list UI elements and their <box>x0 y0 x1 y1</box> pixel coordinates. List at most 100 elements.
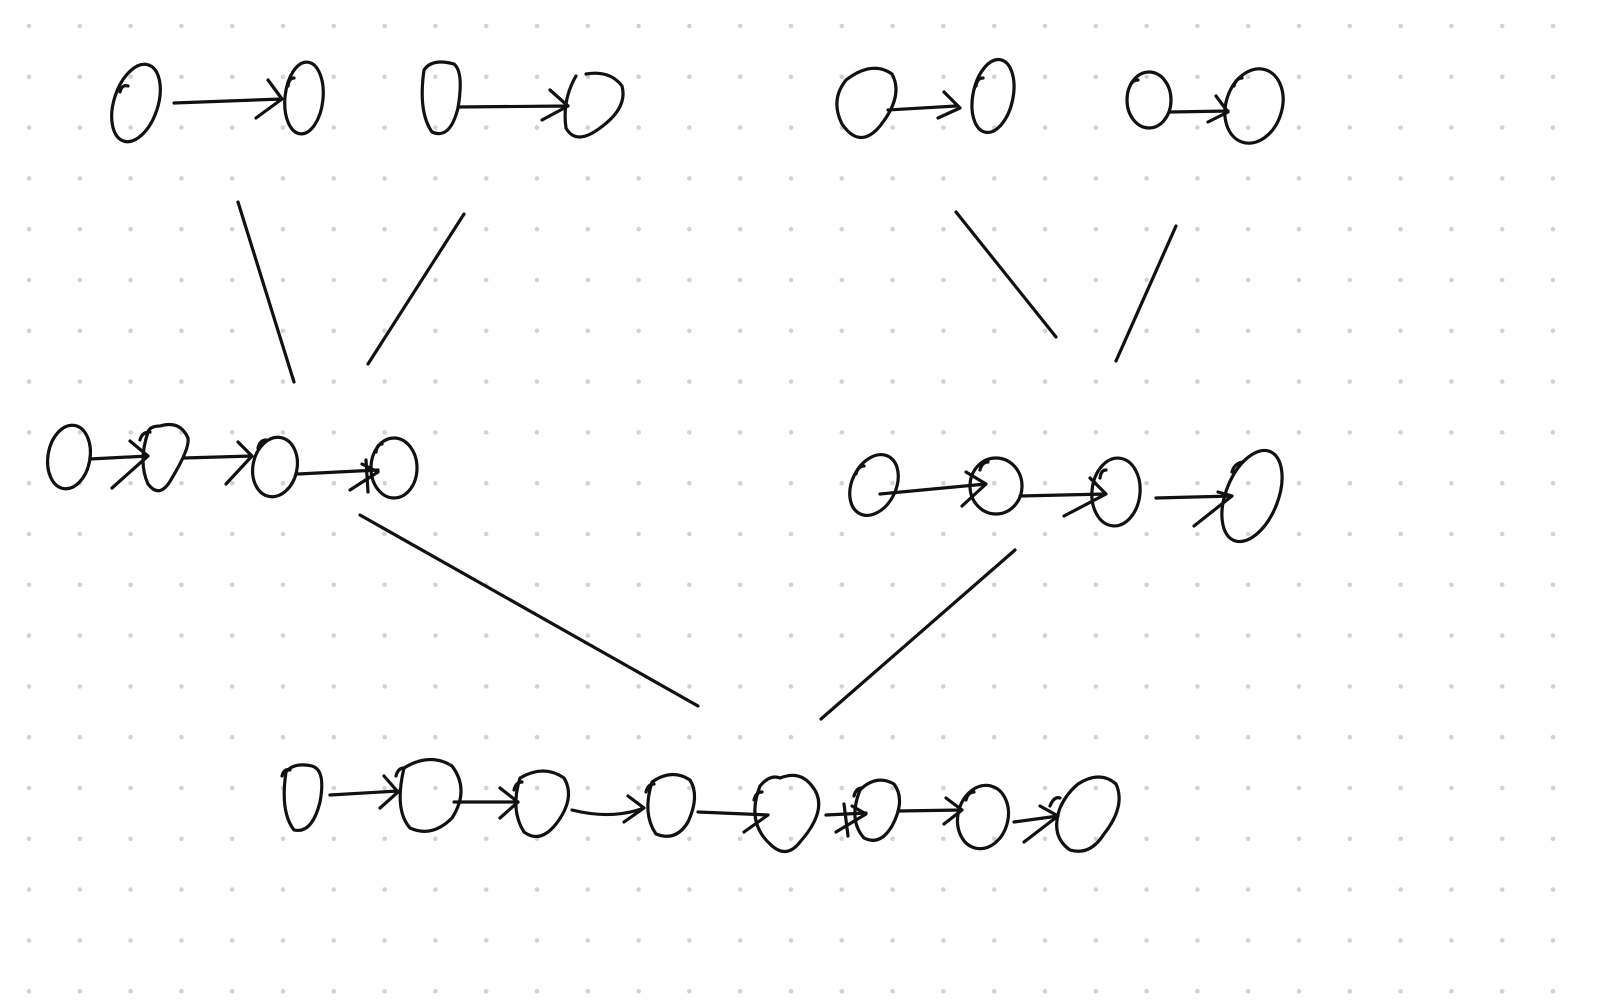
grid-dot <box>1347 633 1353 638</box>
grid-dot <box>788 277 794 283</box>
grid-dot <box>179 125 184 130</box>
grid-dot <box>585 836 591 842</box>
grid-dot <box>229 785 235 791</box>
grid-dot <box>331 582 337 588</box>
grid-dot <box>1449 277 1454 283</box>
grid-dot <box>229 836 235 842</box>
grid-dot <box>534 226 540 232</box>
grid-dot <box>1499 226 1505 232</box>
list-arrow <box>1168 94 1230 124</box>
grid-dot <box>991 277 997 283</box>
grid-dot <box>1296 988 1302 994</box>
grid-dot <box>1144 277 1149 283</box>
list-arrow <box>1012 804 1060 844</box>
grid-dot <box>1093 887 1099 892</box>
grid-dot <box>788 23 794 29</box>
grid-dot <box>636 74 641 80</box>
grid-dot <box>1093 734 1099 740</box>
merge-line <box>1114 224 1178 363</box>
grid-dot <box>687 988 692 994</box>
grid-dot <box>382 938 387 943</box>
grid-dot <box>331 938 337 943</box>
grid-dot <box>229 988 235 994</box>
grid-dot <box>26 887 32 892</box>
grid-dot <box>280 379 286 384</box>
grid-dot <box>128 887 133 892</box>
grid-dot <box>1499 328 1505 334</box>
grid-dot <box>483 328 489 334</box>
grid-dot <box>1347 887 1353 892</box>
grid-dot <box>128 785 133 791</box>
grid-dot <box>280 328 286 334</box>
grid-dot <box>179 582 184 588</box>
grid-dot <box>1093 785 1099 791</box>
grid-dot <box>1499 23 1505 29</box>
grid-dot <box>1195 785 1200 791</box>
grid-dot <box>229 582 235 588</box>
grid-dot <box>26 836 32 842</box>
grid-dot <box>788 125 794 130</box>
grid-dot <box>534 938 540 943</box>
grid-dot <box>788 734 794 740</box>
grid-dot <box>1042 531 1048 537</box>
grid-dot <box>585 277 591 283</box>
grid-dot <box>1398 582 1403 588</box>
grid-dot <box>128 74 133 80</box>
grid-dot <box>941 176 946 181</box>
grid-dot <box>1093 684 1099 689</box>
grid-dot <box>1449 176 1454 181</box>
grid-dot <box>687 480 692 486</box>
grid-dot <box>941 836 946 842</box>
grid-dot <box>687 125 692 130</box>
grid-dot <box>1499 277 1505 283</box>
grid-dot <box>1550 176 1556 181</box>
grid-dot <box>1245 582 1251 588</box>
grid-dot <box>331 176 337 181</box>
dot-grid <box>26 23 1556 994</box>
grid-dot <box>534 176 540 181</box>
grid-dot <box>737 328 743 334</box>
list-node-tick <box>256 438 268 450</box>
grid-dot <box>229 328 235 334</box>
list-node-tick <box>138 430 152 442</box>
grid-dot <box>433 836 438 842</box>
grid-dot <box>1144 74 1149 80</box>
grid-dot <box>1550 277 1556 283</box>
grid-dot <box>1449 74 1454 80</box>
grid-dot <box>890 988 895 994</box>
grid-dot <box>1449 23 1454 29</box>
grid-dot <box>534 684 540 689</box>
grid-dot <box>1499 480 1505 486</box>
grid-dot <box>737 531 743 537</box>
grid-dot <box>229 480 235 486</box>
grid-dot <box>1347 734 1353 740</box>
grid-dot <box>1093 74 1099 80</box>
grid-dot <box>839 74 845 80</box>
linked-list-level0-2 <box>420 60 625 139</box>
grid-dot <box>280 176 286 181</box>
grid-dot <box>1550 226 1556 232</box>
grid-dot <box>128 125 133 130</box>
grid-dot <box>534 480 540 486</box>
grid-dot <box>483 684 489 689</box>
grid-dot <box>1144 785 1149 791</box>
grid-dot <box>534 734 540 740</box>
grid-dot <box>1296 277 1302 283</box>
list-node-tick <box>1230 460 1244 474</box>
grid-dot <box>77 887 83 892</box>
grid-dot <box>1195 836 1200 842</box>
grid-dot <box>77 734 83 740</box>
grid-dot <box>128 328 133 334</box>
grid-dot <box>1398 125 1403 130</box>
grid-dot <box>1144 988 1149 994</box>
grid-dot <box>890 480 895 486</box>
grid-dot <box>1499 582 1505 588</box>
grid-dot <box>433 684 438 689</box>
grid-dot <box>1144 23 1149 29</box>
list-node-tick <box>1128 78 1140 88</box>
grid-dot <box>1398 938 1403 943</box>
list-node <box>1223 67 1285 145</box>
grid-dot <box>890 125 895 130</box>
grid-dot <box>737 480 743 486</box>
grid-dot <box>179 938 184 943</box>
